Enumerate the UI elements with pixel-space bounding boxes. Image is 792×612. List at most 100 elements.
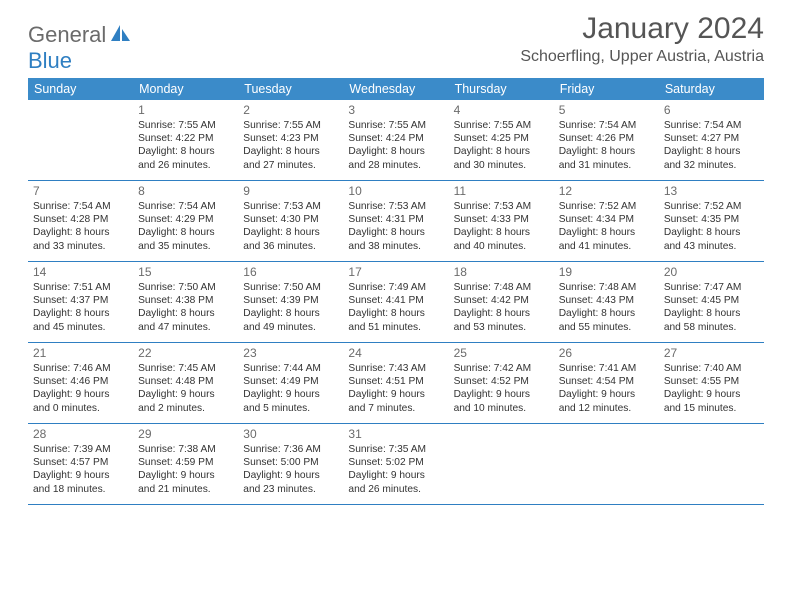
calendar-day-cell [28, 100, 133, 180]
day-number: 30 [243, 427, 338, 442]
weekday-header: Friday [554, 78, 659, 100]
calendar-day-cell: 24Sunrise: 7:43 AMSunset: 4:51 PMDayligh… [343, 343, 448, 423]
sunset-line: Sunset: 4:39 PM [243, 294, 338, 307]
sunrise-line: Sunrise: 7:53 AM [454, 200, 549, 213]
sunrise-line: Sunrise: 7:53 AM [243, 200, 338, 213]
day-number: 8 [138, 184, 233, 199]
brand-logo: General [28, 12, 134, 48]
sunset-line: Sunset: 4:54 PM [559, 375, 654, 388]
day-number: 14 [33, 265, 128, 280]
daylight-line: Daylight: 8 hours and 33 minutes. [33, 226, 128, 252]
day-number: 11 [454, 184, 549, 199]
sunset-line: Sunset: 4:35 PM [664, 213, 759, 226]
sunrise-line: Sunrise: 7:50 AM [243, 281, 338, 294]
daylight-line: Daylight: 8 hours and 51 minutes. [348, 307, 443, 333]
weekday-header: Wednesday [343, 78, 448, 100]
sunset-line: Sunset: 4:38 PM [138, 294, 233, 307]
daylight-line: Daylight: 8 hours and 26 minutes. [138, 145, 233, 171]
daylight-line: Daylight: 8 hours and 38 minutes. [348, 226, 443, 252]
daylight-line: Daylight: 8 hours and 58 minutes. [664, 307, 759, 333]
weekday-header-row: Sunday Monday Tuesday Wednesday Thursday… [28, 78, 764, 100]
day-number: 4 [454, 103, 549, 118]
sunset-line: Sunset: 4:55 PM [664, 375, 759, 388]
day-number: 25 [454, 346, 549, 361]
sunset-line: Sunset: 4:29 PM [138, 213, 233, 226]
daylight-line: Daylight: 8 hours and 55 minutes. [559, 307, 654, 333]
sunset-line: Sunset: 4:27 PM [664, 132, 759, 145]
daylight-line: Daylight: 9 hours and 21 minutes. [138, 469, 233, 495]
sunset-line: Sunset: 5:02 PM [348, 456, 443, 469]
calendar-day-cell: 21Sunrise: 7:46 AMSunset: 4:46 PMDayligh… [28, 343, 133, 423]
calendar-day-cell: 31Sunrise: 7:35 AMSunset: 5:02 PMDayligh… [343, 424, 448, 504]
sunset-line: Sunset: 4:43 PM [559, 294, 654, 307]
brand-text-general: General [28, 22, 106, 48]
weekday-header: Saturday [659, 78, 764, 100]
weekday-header: Thursday [449, 78, 554, 100]
calendar-day-cell [659, 424, 764, 504]
sunrise-line: Sunrise: 7:55 AM [138, 119, 233, 132]
day-number: 12 [559, 184, 654, 199]
day-number: 18 [454, 265, 549, 280]
calendar-day-cell: 23Sunrise: 7:44 AMSunset: 4:49 PMDayligh… [238, 343, 343, 423]
daylight-line: Daylight: 8 hours and 47 minutes. [138, 307, 233, 333]
sunset-line: Sunset: 4:23 PM [243, 132, 338, 145]
day-number: 31 [348, 427, 443, 442]
header: General January 2024 Schoerfling, Upper … [0, 0, 792, 70]
calendar-day-cell: 18Sunrise: 7:48 AMSunset: 4:42 PMDayligh… [449, 262, 554, 342]
calendar-day-cell: 4Sunrise: 7:55 AMSunset: 4:25 PMDaylight… [449, 100, 554, 180]
brand-sail-icon [110, 23, 132, 48]
daylight-line: Daylight: 8 hours and 35 minutes. [138, 226, 233, 252]
day-number: 1 [138, 103, 233, 118]
day-number: 9 [243, 184, 338, 199]
location-subtitle: Schoerfling, Upper Austria, Austria [520, 48, 764, 66]
sunrise-line: Sunrise: 7:52 AM [664, 200, 759, 213]
day-number: 3 [348, 103, 443, 118]
day-number: 29 [138, 427, 233, 442]
calendar-day-cell: 13Sunrise: 7:52 AMSunset: 4:35 PMDayligh… [659, 181, 764, 261]
daylight-line: Daylight: 9 hours and 5 minutes. [243, 388, 338, 414]
calendar-day-cell: 30Sunrise: 7:36 AMSunset: 5:00 PMDayligh… [238, 424, 343, 504]
calendar-day-cell [449, 424, 554, 504]
sunrise-line: Sunrise: 7:55 AM [348, 119, 443, 132]
sunrise-line: Sunrise: 7:47 AM [664, 281, 759, 294]
day-number: 10 [348, 184, 443, 199]
day-number: 28 [33, 427, 128, 442]
day-number: 15 [138, 265, 233, 280]
calendar-day-cell: 12Sunrise: 7:52 AMSunset: 4:34 PMDayligh… [554, 181, 659, 261]
day-number: 27 [664, 346, 759, 361]
sunrise-line: Sunrise: 7:44 AM [243, 362, 338, 375]
month-title: January 2024 [520, 12, 764, 46]
day-number: 20 [664, 265, 759, 280]
calendar-day-cell: 20Sunrise: 7:47 AMSunset: 4:45 PMDayligh… [659, 262, 764, 342]
calendar-day-cell: 7Sunrise: 7:54 AMSunset: 4:28 PMDaylight… [28, 181, 133, 261]
sunset-line: Sunset: 4:33 PM [454, 213, 549, 226]
daylight-line: Daylight: 8 hours and 43 minutes. [664, 226, 759, 252]
calendar-day-cell: 29Sunrise: 7:38 AMSunset: 4:59 PMDayligh… [133, 424, 238, 504]
day-number: 17 [348, 265, 443, 280]
sunrise-line: Sunrise: 7:54 AM [559, 119, 654, 132]
sunset-line: Sunset: 4:34 PM [559, 213, 654, 226]
calendar-day-cell: 9Sunrise: 7:53 AMSunset: 4:30 PMDaylight… [238, 181, 343, 261]
sunset-line: Sunset: 4:37 PM [33, 294, 128, 307]
sunset-line: Sunset: 4:59 PM [138, 456, 233, 469]
calendar-body: 1Sunrise: 7:55 AMSunset: 4:22 PMDaylight… [28, 100, 764, 505]
sunrise-line: Sunrise: 7:45 AM [138, 362, 233, 375]
sunrise-line: Sunrise: 7:51 AM [33, 281, 128, 294]
weekday-header: Monday [133, 78, 238, 100]
calendar-day-cell: 8Sunrise: 7:54 AMSunset: 4:29 PMDaylight… [133, 181, 238, 261]
sunrise-line: Sunrise: 7:54 AM [33, 200, 128, 213]
sunset-line: Sunset: 4:51 PM [348, 375, 443, 388]
weekday-header: Tuesday [238, 78, 343, 100]
calendar-week-row: 1Sunrise: 7:55 AMSunset: 4:22 PMDaylight… [28, 100, 764, 181]
sunrise-line: Sunrise: 7:48 AM [559, 281, 654, 294]
daylight-line: Daylight: 8 hours and 41 minutes. [559, 226, 654, 252]
sunset-line: Sunset: 4:52 PM [454, 375, 549, 388]
sunrise-line: Sunrise: 7:55 AM [243, 119, 338, 132]
calendar-day-cell: 26Sunrise: 7:41 AMSunset: 4:54 PMDayligh… [554, 343, 659, 423]
sunset-line: Sunset: 4:46 PM [33, 375, 128, 388]
sunrise-line: Sunrise: 7:55 AM [454, 119, 549, 132]
daylight-line: Daylight: 9 hours and 18 minutes. [33, 469, 128, 495]
calendar-day-cell: 1Sunrise: 7:55 AMSunset: 4:22 PMDaylight… [133, 100, 238, 180]
daylight-line: Daylight: 9 hours and 2 minutes. [138, 388, 233, 414]
sunset-line: Sunset: 5:00 PM [243, 456, 338, 469]
